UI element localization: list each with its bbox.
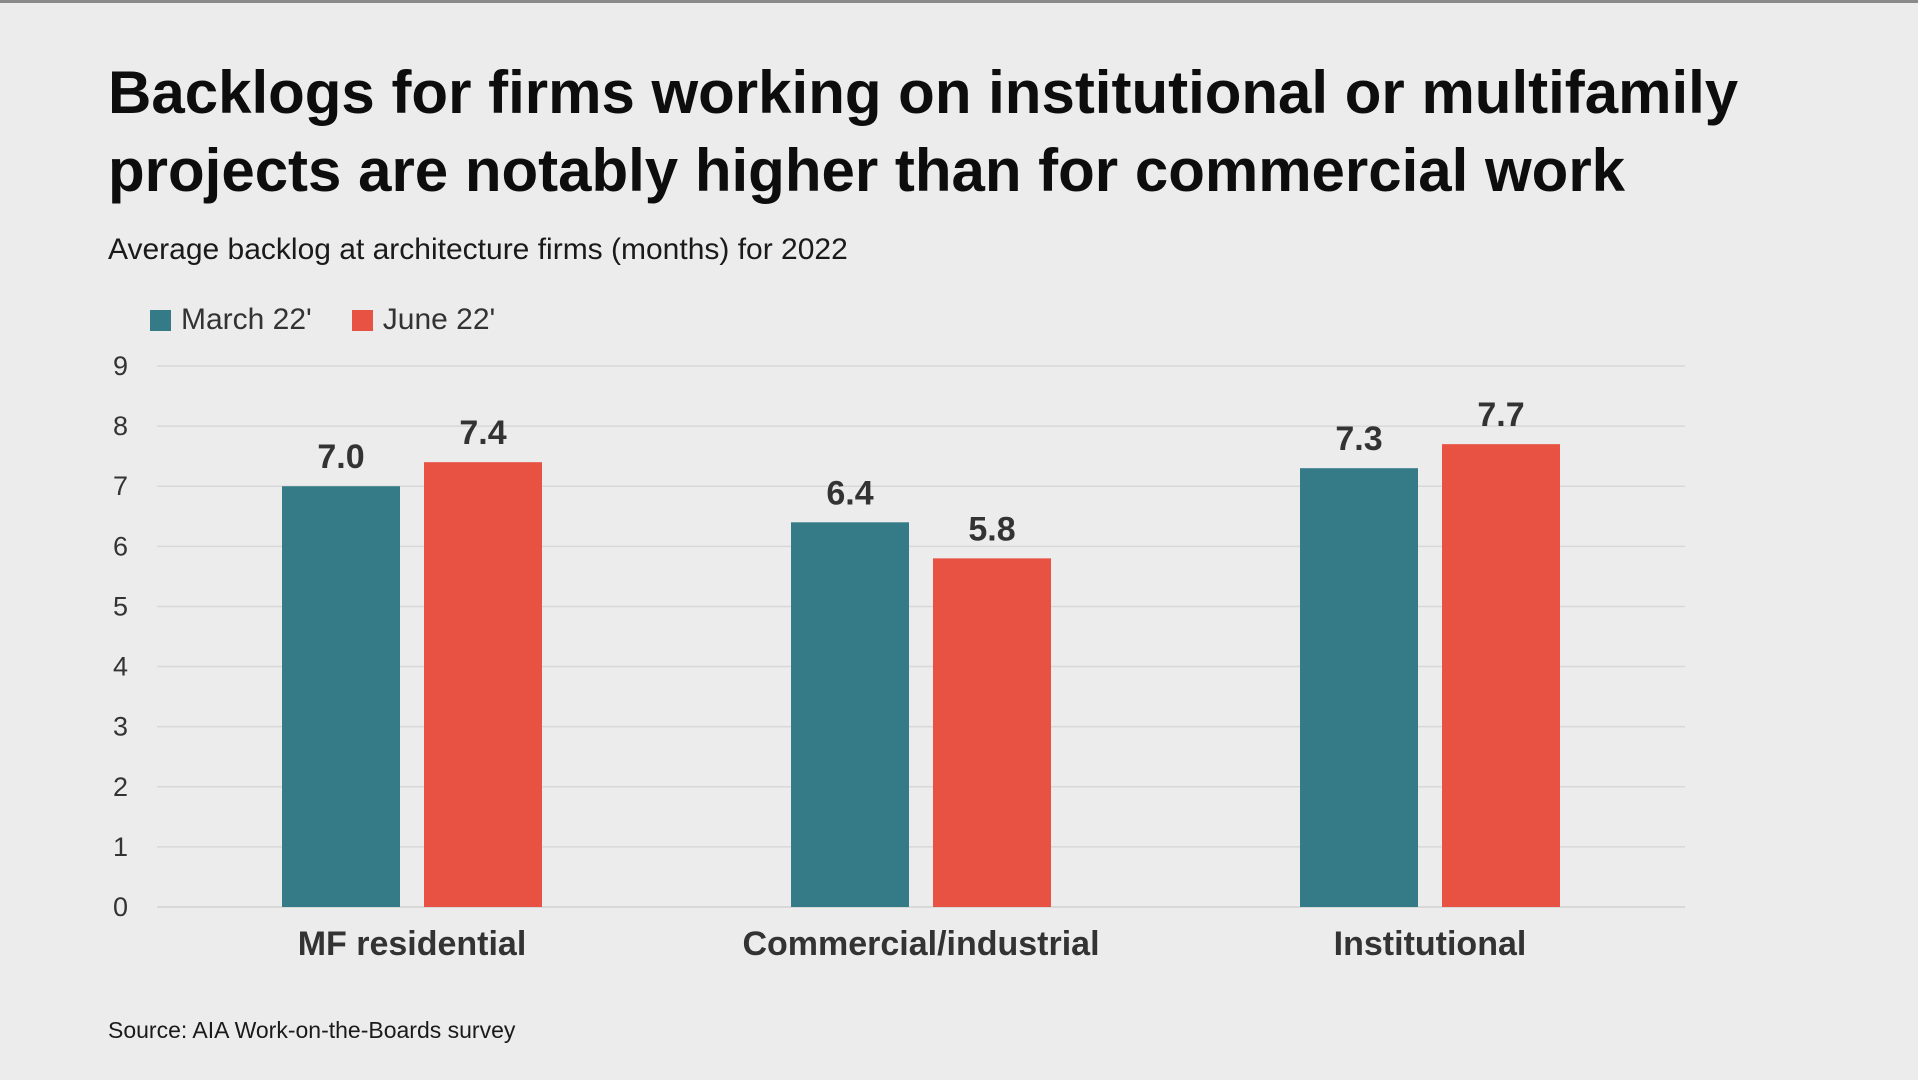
bar-value-label: 6.4 [826, 474, 873, 512]
bar-june-1 [933, 558, 1051, 907]
y-tick-label: 9 [113, 351, 128, 381]
y-tick-label: 2 [113, 772, 128, 802]
bar-june-2 [1442, 444, 1560, 907]
legend-item-june: June 22' [351, 303, 496, 337]
y-tick-label: 5 [113, 591, 128, 621]
legend-label-june: June 22' [382, 303, 496, 336]
bar-march-2 [1300, 468, 1418, 907]
bar-value-label: 7.7 [1477, 396, 1524, 434]
category-label: Commercial/industrial [742, 925, 1099, 963]
grid-layer [157, 365, 1685, 908]
bar-value-label: 7.0 [317, 438, 364, 476]
legend: March 22' June 22' [150, 300, 495, 340]
bars-layer [282, 444, 1560, 907]
category-label: Institutional [1334, 925, 1527, 963]
top-rule [0, 0, 1918, 3]
legend-swatch-march [150, 309, 171, 331]
value-labels-layer: 7.0 7.4 6.4 5.8 7.3 7.7 [317, 396, 1524, 548]
y-tick-label: 7 [113, 471, 128, 501]
source-note: Source: AIA Work-on-the-Boards survey [108, 1017, 516, 1043]
bar-value-label: 7.3 [1335, 420, 1382, 458]
legend-swatch-june [351, 309, 373, 331]
legend-item-march: March 22' [150, 303, 312, 337]
bar-value-label: 7.4 [459, 414, 506, 452]
y-tick-label: 8 [113, 411, 128, 441]
chart-title: Backlogs for firms working on institutio… [108, 59, 1739, 204]
bar-march-1 [791, 522, 909, 907]
legend-label-march: March 22' [181, 303, 312, 336]
bar-value-label: 5.8 [968, 510, 1015, 548]
chart-subtitle: Average backlog at architecture firms (m… [108, 233, 848, 266]
y-tick-label: 6 [113, 531, 128, 561]
category-labels-layer: MF residential Commercial/industrial Insti… [298, 925, 1527, 963]
y-tick-label: 1 [113, 832, 128, 862]
bar-march-0 [282, 486, 400, 907]
y-axis-ticks: 0 1 2 3 4 5 6 7 8 9 [113, 351, 128, 922]
bar-june-0 [424, 462, 542, 907]
y-tick-label: 3 [113, 712, 128, 742]
category-label: MF residential [298, 925, 527, 963]
bar-chart: 0 1 2 3 4 5 6 7 8 9 7.0 7.4 6.4 5.8 7.3 7.7 MF residen… [113, 351, 1685, 963]
y-tick-label: 4 [113, 652, 128, 682]
y-tick-label: 0 [113, 892, 128, 922]
